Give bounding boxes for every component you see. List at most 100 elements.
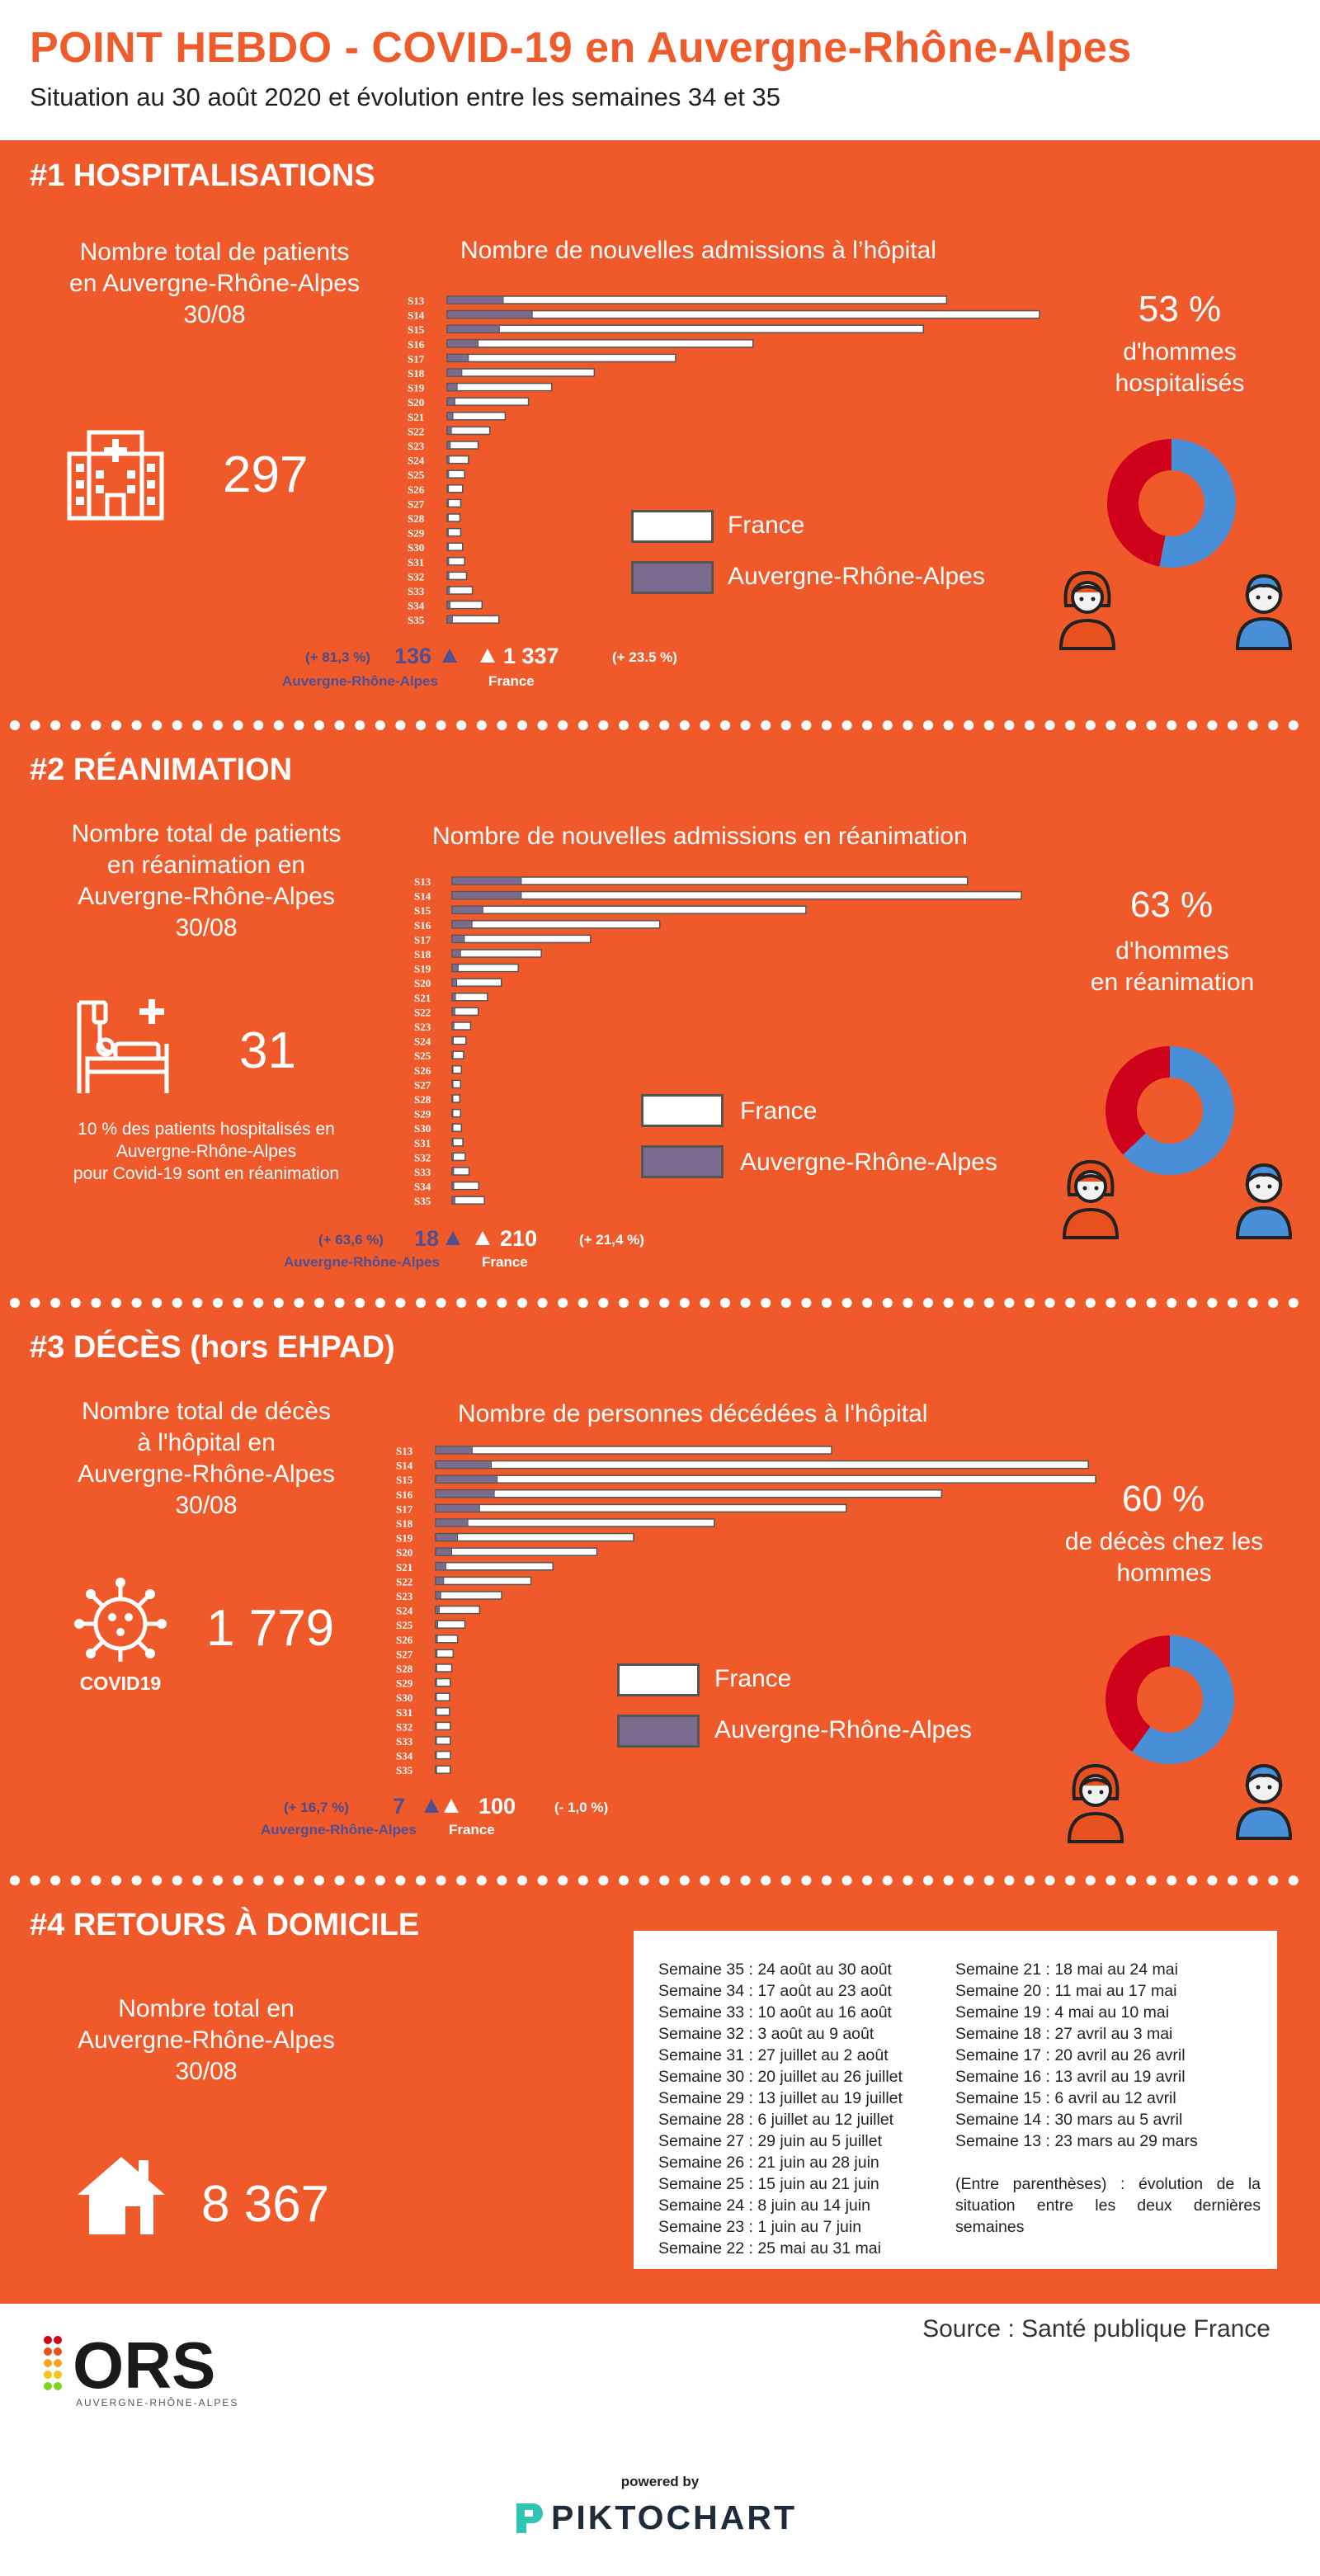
separator-dot	[172, 720, 182, 730]
bar-france	[451, 1021, 472, 1031]
covid19-virus-icon: COVID19	[74, 1578, 167, 1694]
deces-ara-weekly-value: 7	[393, 1794, 406, 1819]
bar-france	[451, 963, 519, 973]
bar-ara	[446, 484, 450, 493]
tick-label: S18	[408, 367, 425, 380]
bar-ara	[446, 397, 455, 406]
separator-dot	[801, 1875, 812, 1885]
separator-dot	[1186, 1875, 1197, 1885]
bar-ara	[435, 1503, 480, 1512]
separator-3	[0, 1870, 1320, 1891]
separator-dot	[1065, 720, 1076, 730]
bar-ara	[435, 1562, 446, 1571]
bar-ara	[446, 571, 450, 580]
tick-label: S30	[408, 541, 424, 554]
rea-fr-evolution: (+ 21,4 %)	[579, 1232, 644, 1248]
bar-ara	[451, 1167, 455, 1176]
separator-dot	[740, 1298, 751, 1308]
tick-label: S17	[414, 933, 431, 946]
separator-2	[0, 1292, 1320, 1314]
bar-ara	[446, 542, 450, 551]
legend-swatch-france	[631, 510, 714, 543]
week-range-item: Semaine 15 : 6 avril au 12 avril	[955, 2089, 1176, 2107]
separator-dot	[375, 720, 385, 730]
bar-france	[446, 397, 530, 406]
bar-france	[446, 513, 461, 522]
tick-label: S14	[414, 890, 431, 903]
bar-france	[451, 1167, 470, 1176]
separator-dot	[558, 1875, 568, 1885]
separator-dot	[1288, 1875, 1299, 1885]
tick-label: S21	[396, 1561, 412, 1573]
deces-total-value: 1 779	[206, 1600, 335, 1657]
bar-france	[435, 1503, 847, 1513]
separator-dot	[111, 720, 121, 730]
bar-france	[446, 309, 1040, 319]
piktochart-logo-icon	[516, 2503, 543, 2533]
tick-label: S26	[396, 1634, 413, 1646]
separator-dot	[558, 720, 568, 730]
bar-france	[451, 1065, 462, 1074]
separator-dot	[1106, 1298, 1116, 1308]
up-arrow-icon	[442, 649, 457, 663]
week-range-item: Semaine 24 : 8 juin au 14 juin	[658, 2196, 870, 2215]
week-range-item: Semaine 31 : 27 juillet au 2 août	[658, 2046, 889, 2064]
separator-dot	[1247, 1875, 1258, 1885]
separator-dot	[213, 720, 223, 730]
rea-ara-label: Auvergne-Rhône-Alpes	[284, 1254, 440, 1270]
tick-label: S34	[408, 600, 425, 612]
tick-label: S19	[414, 963, 431, 975]
bar-france	[446, 484, 464, 493]
separator-dot	[294, 1298, 304, 1308]
bar-ara	[451, 1036, 454, 1045]
week-range-item: Semaine 33 : 10 août au 16 août	[658, 2003, 892, 2022]
separator-dot	[172, 1875, 182, 1885]
dot-separator	[10, 720, 1299, 730]
legend-swatch-france	[617, 1663, 700, 1696]
bar-ara	[451, 949, 461, 958]
separator-dot	[903, 720, 913, 730]
bar-ara	[435, 1474, 498, 1484]
bar-ara	[451, 978, 458, 987]
week-range-item: Semaine 14 : 30 mars au 5 avril	[955, 2111, 1183, 2129]
page-subtitle: Situation au 30 août 2020 et évolution e…	[30, 83, 780, 111]
separator-dot	[50, 1298, 61, 1308]
separator-dot	[30, 720, 40, 730]
week-range-item: Semaine 21 : 18 mai au 24 mai	[955, 1960, 1178, 1979]
legend-label-france: France	[728, 512, 805, 539]
retours-total-value: 8 367	[201, 2176, 330, 2233]
separator-dot	[416, 1875, 426, 1885]
separator-dot	[862, 720, 873, 730]
tick-label: S27	[396, 1648, 413, 1660]
separator-dot	[822, 720, 832, 730]
bar-ara	[446, 412, 454, 421]
rea-weekly-stats: (+ 63,6 %) 18 210 (+ 21,4 %) Auvergne-Rh…	[284, 1226, 731, 1284]
deces-ara-evolution: (+ 16,7 %)	[284, 1800, 349, 1815]
tick-label: S33	[396, 1735, 413, 1748]
week-range-item: Semaine 22 : 25 mai au 31 mai	[658, 2239, 881, 2258]
bar-ara	[451, 876, 522, 885]
bar-france	[451, 1007, 479, 1017]
separator-dot	[923, 1875, 933, 1885]
bar-ara	[451, 1109, 454, 1118]
bar-france	[435, 1460, 1089, 1470]
pie-slice-women	[1106, 1635, 1170, 1753]
separator-dot	[679, 1875, 690, 1885]
bar-ara	[446, 557, 450, 566]
separator-dot	[1146, 1298, 1157, 1308]
bar-france	[435, 1532, 634, 1542]
tick-label: S33	[408, 585, 425, 597]
legend-label-ara: Auvergne-Rhône-Alpes	[728, 563, 985, 590]
bar-france	[451, 1050, 464, 1059]
separator-dot	[923, 1298, 933, 1308]
bar-france	[446, 339, 754, 348]
separator-dot	[659, 1875, 670, 1885]
separator-dot	[1247, 720, 1258, 730]
tick-label: S15	[414, 904, 431, 917]
bar-ara	[446, 586, 450, 595]
bar-france	[451, 1181, 480, 1191]
bar-ara	[435, 1547, 453, 1556]
tick-label: S13	[414, 875, 431, 888]
bar-ara	[435, 1620, 439, 1629]
